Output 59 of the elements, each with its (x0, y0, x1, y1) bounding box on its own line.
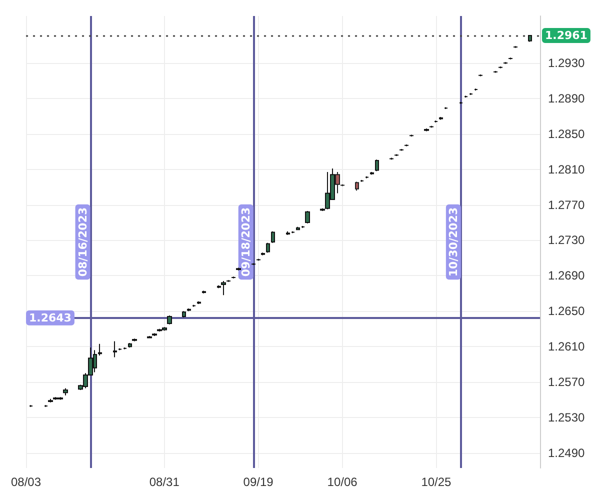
candlestick (221, 280, 226, 296)
y-tick-label: 1.2530 (548, 410, 586, 424)
y-tick-label: 1.2890 (548, 91, 586, 106)
candlestick (48, 398, 53, 403)
candlestick (409, 134, 414, 138)
candlestick (399, 148, 404, 152)
y-tick-label: 1.2610 (548, 340, 586, 354)
candlestick (132, 338, 137, 342)
candlestick (305, 210, 310, 224)
candlestick (478, 74, 483, 77)
candlestick (513, 46, 518, 48)
candlestick (113, 340, 117, 358)
candlestick (493, 70, 498, 74)
x-tick-label: 10/25 (421, 475, 452, 489)
candlestick (394, 154, 399, 157)
y-tick-label: 1.2490 (548, 446, 586, 460)
candlestick (340, 184, 345, 187)
candlestick (152, 332, 157, 336)
ref-line-label: 10/30/2023 (446, 207, 460, 277)
x-tick-label: 08/03 (11, 475, 42, 489)
y-tick-label: 1.2850 (548, 126, 586, 141)
candlestick (429, 125, 434, 128)
candlestick (498, 66, 503, 69)
candlestick (98, 343, 102, 356)
candlestick (355, 181, 359, 192)
candlestick (508, 57, 513, 60)
candlestick (424, 128, 429, 132)
y-tick-label: 1.2570 (548, 375, 586, 390)
candlestick (182, 310, 186, 318)
candlestick (231, 276, 236, 279)
candlestick (335, 171, 340, 194)
candlestick (528, 35, 532, 42)
y-tick-label: 1.2810 (548, 162, 586, 176)
x-tick-label: 09/19 (243, 475, 274, 489)
candlestick (202, 290, 206, 294)
candlestick (251, 262, 256, 266)
candlestick (261, 252, 265, 256)
y-tick-label: 1.2930 (548, 56, 586, 70)
candlestick (236, 267, 241, 271)
candlestick (404, 144, 409, 147)
candlestick (266, 242, 270, 254)
candlestick (375, 159, 379, 172)
candlestick (271, 230, 275, 244)
ref-line-label: 1.2961 (545, 29, 588, 42)
ref-line-label: 09/18/2023 (239, 207, 252, 277)
candlestick (63, 388, 68, 396)
candlestick (256, 258, 261, 262)
y-tick-label: 1.2730 (548, 233, 586, 248)
x-tick-label: 08/31 (149, 475, 180, 489)
candlestick (503, 62, 508, 64)
y-tick-label: 1.2690 (548, 268, 586, 283)
ref-line-label: 1.2643 (29, 311, 72, 324)
x-tick-label: 10/06 (327, 475, 358, 489)
candlestick (226, 280, 231, 282)
candlestick (389, 157, 394, 160)
candlestick (167, 315, 172, 325)
y-tick-label: 1.2770 (548, 198, 586, 212)
y-tick-label: 1.2650 (548, 304, 586, 318)
ref-line-label: 08/16/2023 (76, 207, 90, 277)
